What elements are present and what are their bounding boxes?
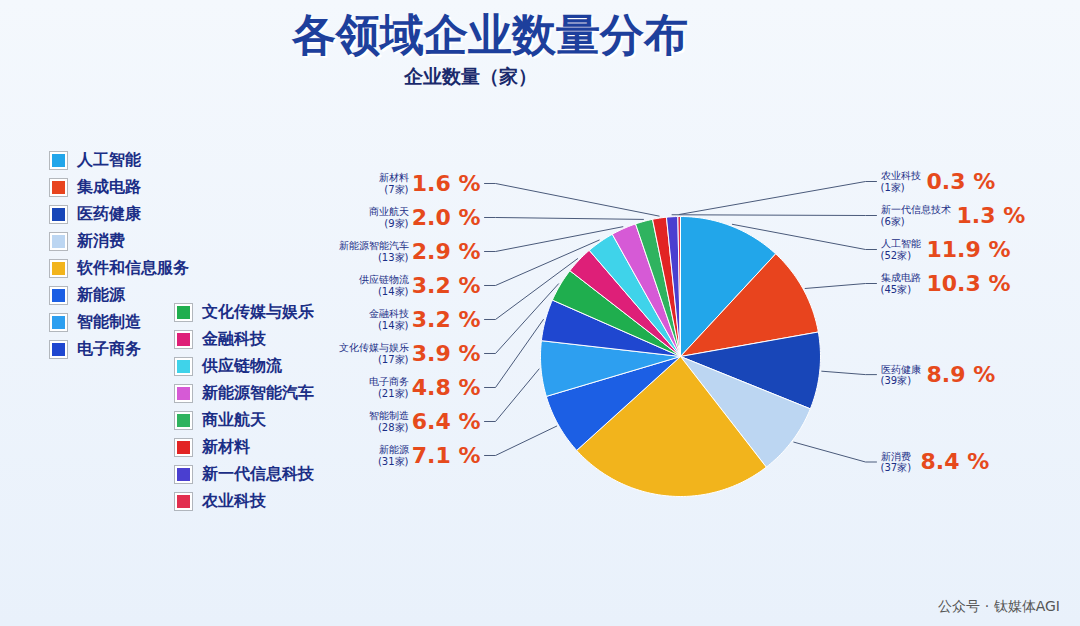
html-text:新能源智能汽车: 新能源智能汽车 [202,383,314,402]
html-text:金融科技: 金融科技 [202,329,266,348]
svg-text:4.8 %: 4.8 % [412,375,481,400]
html-text:电子商务: 电子商务 [77,339,141,358]
svg-text:新材料(7家): 新材料(7家) [379,172,409,195]
svg-text:2.9 %: 2.9 % [412,239,481,264]
svg-text:6.4 %: 6.4 % [412,409,481,434]
svg-text:新能源(31家): 新能源(31家) [378,444,409,467]
svg-text:商业航天(9家): 商业航天(9家) [369,206,409,229]
svg-text:金融科技(14家): 金融科技(14家) [369,308,409,331]
html-text:集成电路: 集成电路 [77,177,141,196]
html-text:商业航天: 商业航天 [202,410,266,429]
svg-text:供应链物流(14家): 供应链物流(14家) [359,274,409,297]
html-text:智能制造: 智能制造 [77,312,141,331]
html-text:新材料: 新材料 [202,437,250,456]
html-text:农业科技: 农业科技 [202,491,266,510]
svg-text:11.9 %: 11.9 % [927,237,1011,262]
html-text:各领域企业数量分布: 各领域企业数量分布 [292,9,688,60]
html-text:新一代信息科技: 新一代信息科技 [202,464,314,483]
svg-text:农业科技(1家): 农业科技(1家) [881,170,921,193]
svg-text:文化传媒与娱乐(17家): 文化传媒与娱乐(17家) [339,342,409,365]
html-text:供应链物流: 供应链物流 [202,356,282,375]
svg-text:医药健康(39家): 医药健康(39家) [881,364,921,387]
html-text:企业数量（家）: 企业数量（家） [403,65,537,87]
svg-text:新一代信息技术(6家): 新一代信息技术(6家) [881,204,951,227]
svg-text:7.1 %: 7.1 % [412,443,481,468]
svg-text:1.3 %: 1.3 % [957,203,1026,228]
svg-text:3.2 %: 3.2 % [412,307,481,332]
html-text:医药健康: 医药健康 [77,204,141,223]
svg-text:人工智能(52家): 人工智能(52家) [881,238,921,261]
html-text:公众号 · 钛媒体AGI: 公众号 · 钛媒体AGI [938,598,1060,614]
svg-text:电子商务(21家): 电子商务(21家) [369,376,409,399]
svg-text:3.2 %: 3.2 % [412,273,481,298]
svg-text:2.0 %: 2.0 % [412,205,481,230]
html-text:新能源: 新能源 [77,285,125,304]
svg-text:0.3 %: 0.3 % [927,169,996,194]
svg-text:10.3 %: 10.3 % [927,271,1011,296]
svg-text:新能源智能汽车(13家): 新能源智能汽车(13家) [339,240,409,263]
svg-text:智能制造(28家): 智能制造(28家) [369,410,409,433]
svg-text:3.9 %: 3.9 % [412,341,481,366]
html-text:文化传媒与娱乐: 文化传媒与娱乐 [202,302,314,321]
html-text:软件和信息服务: 软件和信息服务 [77,258,189,277]
html-text:人工智能: 人工智能 [77,150,141,169]
svg-text:1.6 %: 1.6 % [412,171,481,196]
html-text:新消费: 新消费 [77,231,125,250]
svg-text:8.9 %: 8.9 % [927,362,996,387]
svg-text:新消费(37家): 新消费(37家) [881,451,912,474]
svg-text:8.4 %: 8.4 % [921,449,990,474]
svg-text:集成电路(45家): 集成电路(45家) [881,272,921,295]
